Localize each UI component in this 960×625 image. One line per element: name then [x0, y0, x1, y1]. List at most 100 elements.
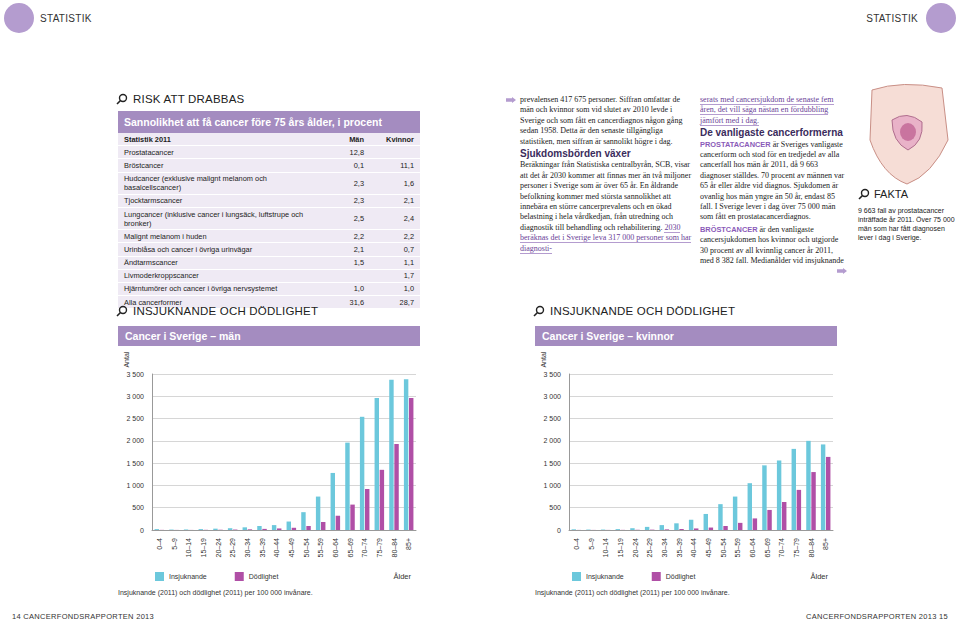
svg-text:2 500: 2 500 — [543, 415, 561, 422]
svg-text:5–9: 5–9 — [171, 538, 178, 550]
svg-text:Antal: Antal — [123, 351, 130, 367]
svg-text:Dödlighet: Dödlighet — [666, 573, 696, 581]
html-text:Män: Män — [349, 134, 364, 144]
svg-text:1 000: 1 000 — [126, 482, 144, 489]
svg-text:2 000: 2 000 — [126, 437, 144, 444]
svg-text:65–69: 65–69 — [347, 538, 354, 558]
svg-text:5–9: 5–9 — [588, 538, 595, 550]
svg-text:3 000: 3 000 — [126, 393, 144, 400]
svg-text:Dödlighet: Dödlighet — [249, 573, 279, 581]
html-text:Tjocktarmscancer: Tjocktarmscancer — [124, 196, 183, 206]
html-text:Hudcancer (exklusive malignt m: Hudcancer (exklusive malignt melanom och… — [124, 174, 267, 193]
svg-text:45–49: 45–49 — [288, 538, 295, 558]
svg-text:0: 0 — [557, 527, 561, 534]
html-text:prevalensen 417 675 personer.: prevalensen 417 675 personer. Siffran om… — [520, 95, 683, 146]
html-text:9 663 fall av prostatacancer i: 9 663 fall av prostatacancer inträffade … — [858, 207, 955, 241]
svg-text:35–39: 35–39 — [676, 538, 683, 558]
html-text:2,3: 2,3 — [353, 178, 364, 188]
svg-text:80–84: 80–84 — [391, 538, 398, 558]
svg-text:50–54: 50–54 — [720, 538, 727, 558]
svg-text:0–4: 0–4 — [156, 538, 163, 550]
svg-text:20–24: 20–24 — [215, 538, 222, 558]
html-text:Cancer i Sverige – kvinnor: Cancer i Sverige – kvinnor — [542, 330, 674, 342]
svg-text:1 000: 1 000 — [543, 482, 561, 489]
html-text:1,6: 1,6 — [403, 178, 414, 188]
svg-text:50–54: 50–54 — [303, 538, 310, 558]
svg-text:Ålder: Ålder — [810, 572, 828, 581]
html-text:Beräkningar från Statistiska c: Beräkningar från Statistiska centralbyrå… — [520, 160, 692, 253]
svg-text:3 500: 3 500 — [543, 371, 561, 378]
svg-text:25–29: 25–29 — [229, 538, 236, 558]
html-text:1,1: 1,1 — [403, 258, 414, 268]
svg-text:70–74: 70–74 — [778, 538, 785, 558]
html-text:RISK ATT DRABBAS: RISK ATT DRABBAS — [133, 93, 245, 105]
html-text:Urinblåsa och cancer i övriga: Urinblåsa och cancer i övriga urinvägar — [124, 244, 253, 254]
svg-text:85+: 85+ — [822, 538, 829, 550]
svg-text:55–59: 55–59 — [317, 538, 324, 558]
html-text:De vanligaste cancerformerna: De vanligaste cancerformerna — [700, 127, 843, 139]
svg-text:2 500: 2 500 — [126, 415, 144, 422]
svg-text:35–39: 35–39 — [259, 538, 266, 558]
svg-text:Insjuknande: Insjuknande — [169, 573, 207, 581]
html-text:PROSTATACANCER är Sveriges van: PROSTATACANCER är Sveriges vanligaste ca… — [700, 139, 845, 222]
html-text:0,7: 0,7 — [403, 244, 414, 254]
html-text:Sannolikhet att få cancer före: Sannolikhet att få cancer före 75 års ål… — [124, 116, 382, 128]
html-text:2,2: 2,2 — [353, 231, 364, 241]
svg-text:75–79: 75–79 — [793, 538, 800, 558]
svg-text:55–59: 55–59 — [734, 538, 741, 558]
svg-text:500: 500 — [549, 504, 561, 511]
svg-text:2 000: 2 000 — [543, 437, 561, 444]
svg-text:20–24: 20–24 — [632, 538, 639, 558]
svg-text:40–44: 40–44 — [273, 538, 280, 558]
svg-text:3 000: 3 000 — [543, 393, 561, 400]
svg-text:3 500: 3 500 — [126, 371, 144, 378]
svg-text:60–64: 60–64 — [332, 538, 339, 558]
html-text:Lungcancer (inklusive cancer i: Lungcancer (inklusive cancer i lungsäck,… — [124, 209, 304, 228]
html-text:INSJUKNANDE OCH DÖDLIGHET: INSJUKNANDE OCH DÖDLIGHET — [550, 305, 736, 317]
svg-text:10–14: 10–14 — [185, 538, 192, 558]
svg-text:Antal: Antal — [540, 351, 547, 367]
svg-text:0: 0 — [140, 527, 144, 534]
html-text:2,1: 2,1 — [403, 196, 414, 206]
svg-text:1 500: 1 500 — [543, 460, 561, 467]
html-text:Ändtarmscancer: Ändtarmscancer — [124, 258, 178, 268]
svg-text:15–19: 15–19 — [617, 538, 624, 558]
html-text:FAKTA: FAKTA — [874, 187, 908, 200]
svg-text:30–34: 30–34 — [661, 538, 668, 558]
svg-text:40–44: 40–44 — [690, 538, 697, 558]
html-text:2,3: 2,3 — [353, 196, 364, 206]
svg-text:Ålder: Ålder — [393, 572, 411, 581]
html-text:Sjukdomsbörden växer: Sjukdomsbörden växer — [520, 148, 631, 159]
svg-text:15–19: 15–19 — [200, 538, 207, 558]
svg-text:85+: 85+ — [405, 538, 412, 550]
html-text:1,7: 1,7 — [403, 271, 414, 281]
svg-text:80–84: 80–84 — [808, 538, 815, 558]
html-text:2,1: 2,1 — [353, 244, 364, 254]
html-text:2,2: 2,2 — [403, 231, 414, 241]
svg-text:Insjuknande: Insjuknande — [586, 573, 624, 581]
svg-text:70–74: 70–74 — [361, 538, 368, 558]
svg-text:30–34: 30–34 — [244, 538, 251, 558]
html-text:BRÖSTCANCER är den vanligaste: BRÖSTCANCER är den vanligaste cancersjuk… — [700, 224, 844, 266]
html-text:Statistik 2011: Statistik 2011 — [124, 134, 171, 144]
html-text:Malignt melanom i huden: Malignt melanom i huden — [124, 231, 207, 241]
html-text:Kvinnor: Kvinnor — [386, 134, 414, 144]
svg-text:25–29: 25–29 — [646, 538, 653, 558]
svg-text:75–79: 75–79 — [376, 538, 383, 558]
html-text:STATISTIK: STATISTIK — [40, 13, 92, 24]
svg-text:10–14: 10–14 — [602, 538, 609, 558]
svg-text:65–69: 65–69 — [764, 538, 771, 558]
html-text:serats med cancersjukdom de se: serats med cancersjukdom de senaste fem … — [700, 95, 834, 125]
svg-text:60–64: 60–64 — [749, 538, 756, 558]
html-text:Cancer i Sverige – män: Cancer i Sverige – män — [125, 330, 241, 342]
html-text:12,8: 12,8 — [349, 147, 364, 157]
svg-text:1 500: 1 500 — [126, 460, 144, 467]
html-text:STATISTIK: STATISTIK — [866, 13, 918, 24]
svg-text:500: 500 — [132, 504, 144, 511]
html-text:Livmoderkroppscancer: Livmoderkroppscancer — [124, 271, 199, 281]
html-text:Prostatacancer: Prostatacancer — [124, 147, 174, 157]
svg-text:45–49: 45–49 — [705, 538, 712, 558]
html-text:1,5: 1,5 — [353, 258, 364, 268]
html-text:INSJUKNANDE OCH DÖDLIGHET: INSJUKNANDE OCH DÖDLIGHET — [133, 305, 319, 317]
svg-text:0–4: 0–4 — [573, 538, 580, 550]
